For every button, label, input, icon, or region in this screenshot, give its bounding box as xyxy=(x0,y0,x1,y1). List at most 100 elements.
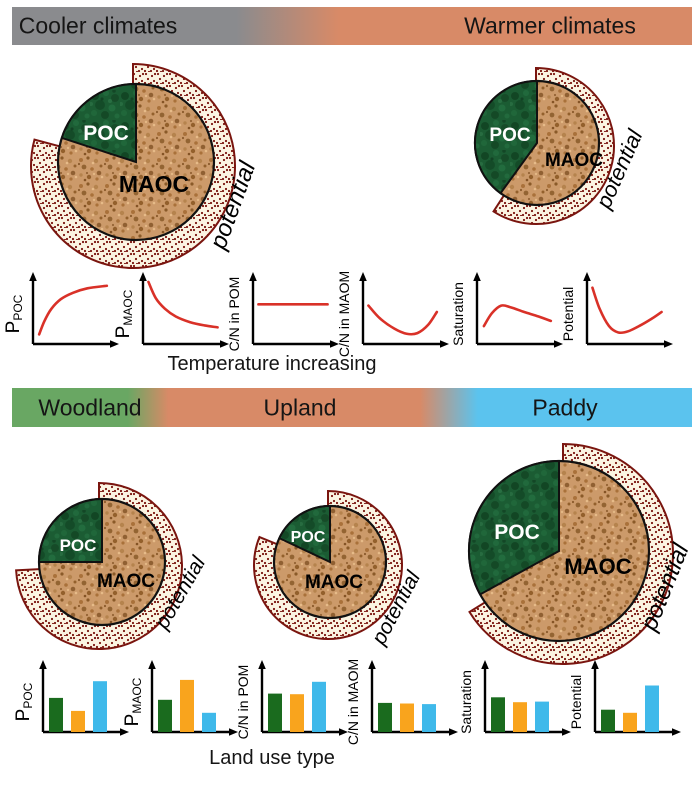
cnpom-temp-y-axis-label: C/N in POM xyxy=(226,276,242,352)
saturation-temp-plot-area xyxy=(473,272,563,348)
chart-cnpom-temp: C/N in POM xyxy=(223,270,341,362)
warmer-maoc-label: MAOC xyxy=(545,150,603,171)
chart-ppoc-landuse: PPOC xyxy=(13,658,131,750)
y-axis-arrow-icon xyxy=(139,272,147,281)
x-axis-arrow-icon xyxy=(672,728,681,736)
upland-poc-label: POC xyxy=(291,529,326,546)
potential-landuse-bar-paddy xyxy=(645,685,659,732)
warmer-climates-label: Warmer climates xyxy=(464,12,636,39)
pmaoc-landuse-bar-woodland xyxy=(158,699,172,732)
ppoc-temp-trend-curve xyxy=(37,284,109,336)
ppoc-temp-y-axis-label: PPOC xyxy=(3,294,25,334)
cnmaom-landuse-bar-paddy xyxy=(422,704,436,732)
pmaoc-landuse-bar-upland xyxy=(180,679,194,732)
x-axis-arrow-icon xyxy=(229,728,238,736)
ppoc-temp-plot-area xyxy=(29,272,119,348)
cooler-poc-label: POC xyxy=(83,122,129,145)
ppoc-landuse-plot-area xyxy=(39,660,129,736)
potential-temp-y-axis-label: Potential xyxy=(560,286,576,342)
woodland-poc-label: POC xyxy=(60,536,97,555)
x-axis-arrow-icon xyxy=(120,728,129,736)
woodland-maoc-label: MAOC xyxy=(97,571,155,592)
potential-landuse-bar-woodland xyxy=(601,709,615,732)
cnmaom-landuse-y-axis-label: C/N in MAOM xyxy=(345,658,361,746)
upland-label: Upland xyxy=(263,394,337,420)
saturation-landuse-bar-woodland xyxy=(491,697,505,732)
potential-landuse-bar-upland xyxy=(623,712,637,732)
paddy-label: Paddy xyxy=(532,394,598,420)
cnpom-landuse-y-axis-label: C/N in POM xyxy=(235,664,251,740)
cnpom-temp-plot-area xyxy=(249,272,339,348)
cnmaom-temp-y-axis-label: C/N in MAOM xyxy=(336,270,352,358)
y-axis-arrow-icon xyxy=(249,272,257,281)
chart-cnpom-landuse: C/N in POM xyxy=(232,658,350,750)
x-axis-arrow-icon xyxy=(220,340,229,348)
saturation-landuse-y-axis-label: Saturation xyxy=(458,670,474,734)
chart-saturation-temp: Saturation xyxy=(447,270,565,362)
x-axis-arrow-icon xyxy=(554,340,563,348)
cnmaom-landuse-bar-upland xyxy=(400,703,414,732)
pmaoc-landuse-plot-area xyxy=(148,660,238,736)
cnpom-landuse-bar-woodland xyxy=(268,693,282,732)
cnmaom-landuse-plot-area xyxy=(368,660,458,736)
y-axis-arrow-icon xyxy=(473,272,481,281)
x-axis-arrow-icon xyxy=(449,728,458,736)
potential-temp-plot-area xyxy=(583,272,673,348)
paddy-poc-slice xyxy=(468,459,560,596)
x-axis-arrow-icon xyxy=(664,340,673,348)
chart-ppoc-temp: PPOC xyxy=(3,270,121,362)
y-axis-arrow-icon xyxy=(29,272,37,281)
y-axis-arrow-icon xyxy=(481,660,489,669)
chart-pmaoc-landuse: PMAOC xyxy=(122,658,240,750)
y-axis-arrow-icon xyxy=(39,660,47,669)
chart-saturation-landuse: Saturation xyxy=(455,658,573,750)
cnmaom-temp-trend-curve xyxy=(367,304,439,336)
ppoc-landuse-bar-paddy xyxy=(93,681,107,732)
cnpom-landuse-bar-paddy xyxy=(312,681,326,732)
potential-landuse-plot-area xyxy=(591,660,681,736)
chart-potential-landuse: Potential xyxy=(565,658,683,750)
saturation-landuse-plot-area xyxy=(481,660,571,736)
y-axis-arrow-icon xyxy=(148,660,156,669)
x-axis-arrow-icon xyxy=(110,340,119,348)
landuse-xlabel: Land use type xyxy=(209,747,335,769)
chart-potential-temp: Potential xyxy=(557,270,675,362)
upland-maoc-label: MAOC xyxy=(305,572,363,593)
y-axis-arrow-icon xyxy=(359,272,367,281)
ppoc-landuse-bar-woodland xyxy=(49,697,63,732)
pmaoc-temp-plot-area xyxy=(139,272,229,348)
y-axis-arrow-icon xyxy=(591,660,599,669)
saturation-landuse-bar-upland xyxy=(513,702,527,732)
pmaoc-temp-y-axis-label: PMAOC xyxy=(113,289,135,339)
x-axis-arrow-icon xyxy=(562,728,571,736)
woodland-poc-slice xyxy=(37,497,103,563)
pmaoc-temp-trend-curve xyxy=(147,280,219,329)
cnpom-landuse-bar-upland xyxy=(290,694,304,732)
y-axis-arrow-icon xyxy=(583,272,591,281)
upland-poc-slice xyxy=(277,504,331,564)
landuse-gradient-bar: Woodland Upland Paddy xyxy=(12,388,692,427)
temperature-xlabel: Temperature increasing xyxy=(167,353,377,375)
cnmaom-landuse-bar-woodland xyxy=(378,702,392,732)
y-axis-arrow-icon xyxy=(368,660,376,669)
cnmaom-temp-plot-area xyxy=(359,272,449,348)
chart-cnmaom-landuse: C/N in MAOM xyxy=(342,658,460,750)
warmer-poc-slice xyxy=(474,79,538,195)
saturation-landuse-bar-paddy xyxy=(535,701,549,732)
pmaoc-landuse-bar-paddy xyxy=(202,712,216,732)
x-axis-arrow-icon xyxy=(339,728,348,736)
paddy-poc-label: POC xyxy=(494,521,540,544)
woodland-label: Woodland xyxy=(38,394,142,420)
climate-gradient-bar: Cooler climates Warmer climates xyxy=(12,7,692,45)
cnpom-landuse-plot-area xyxy=(258,660,348,736)
x-axis-arrow-icon xyxy=(440,340,449,348)
paddy-maoc-label: MAOC xyxy=(564,554,631,579)
chart-pmaoc-temp: PMAOC xyxy=(113,270,231,362)
ppoc-landuse-bar-upland xyxy=(71,710,85,732)
